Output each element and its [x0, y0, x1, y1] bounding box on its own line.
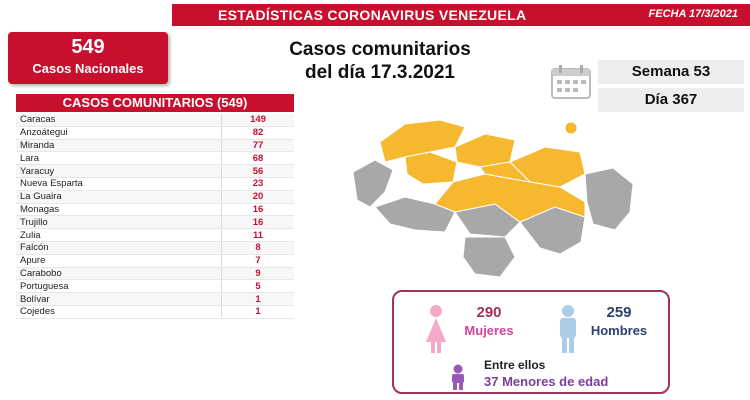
state-name: Miranda	[20, 139, 55, 151]
table-row: Miranda 77	[16, 139, 294, 153]
table-row: Trujillo 16	[16, 216, 294, 230]
map-highlight-regions	[379, 119, 586, 223]
state-name: Trujillo	[20, 216, 48, 228]
state-cases: 20	[221, 191, 294, 203]
state-cases: 11	[221, 229, 294, 241]
top-header: ESTADÍSTICAS CORONAVIRUS VENEZUELA FECHA…	[0, 0, 750, 28]
state-name: Bolívar	[20, 293, 50, 305]
table-row: Falcón 8	[16, 241, 294, 255]
table-row: Yaracuy 56	[16, 165, 294, 178]
table-row: Lara 68	[16, 152, 294, 166]
community-cases-header: CASOS COMUNITARIOS (549)	[16, 94, 294, 112]
table-row: Zulia 11	[16, 229, 294, 242]
state-name: Cojedes	[20, 306, 55, 318]
state-name: Caracas	[20, 114, 56, 126]
state-name: Apure	[20, 255, 46, 267]
table-row: Carabobo 9	[16, 267, 294, 281]
state-cases: 77	[221, 139, 294, 151]
national-cases-count: 549	[71, 36, 105, 58]
venezuela-map	[352, 119, 634, 278]
header-band	[172, 4, 750, 26]
national-cases-label: Casos Nacionales	[32, 61, 144, 76]
table-row: Anzoátegui 82	[16, 127, 294, 140]
state-cases: 1	[221, 293, 294, 305]
table-row: Portuguesa 5	[16, 280, 294, 294]
minors-count: 37	[484, 374, 499, 389]
table-row: Apure 7	[16, 255, 294, 268]
state-cases: 16	[221, 216, 294, 228]
state-cases: 8	[221, 242, 294, 254]
child-icon	[452, 364, 464, 390]
state-cases: 7	[221, 255, 294, 267]
state-name: Carabobo	[20, 267, 62, 279]
gender-breakdown-box: 290 Mujeres 259 Hombres Entre ellos 37 M…	[392, 290, 670, 394]
header-title: ESTADÍSTICAS CORONAVIRUS VENEZUELA	[218, 7, 527, 23]
state-cases: 16	[221, 203, 294, 215]
state-cases: 1	[221, 306, 294, 318]
state-name: Anzoátegui	[20, 127, 68, 139]
title-line-1: Casos comunitarios	[289, 39, 471, 60]
table-row: Nueva Esparta 23	[16, 178, 294, 191]
men-count: 259	[606, 304, 632, 321]
table-row: Bolívar 1	[16, 293, 294, 306]
week-indicator: Semana 53	[598, 60, 744, 84]
table-row: Monagas 16	[16, 203, 294, 217]
state-cases: 68	[221, 152, 294, 164]
title-line-2: del día 17.3.2021	[305, 62, 455, 83]
women-label: Mujeres	[464, 323, 514, 338]
state-cases: 9	[221, 267, 294, 279]
state-name: Lara	[20, 152, 40, 164]
state-cases: 23	[221, 178, 294, 190]
woman-icon	[426, 305, 446, 353]
table-row: Caracas 149	[16, 114, 294, 127]
state-cases: 56	[221, 165, 294, 177]
women-count: 290	[476, 304, 502, 321]
community-cases-table: Caracas 149 Anzoátegui 82 Miranda 77 Lara 68…	[16, 114, 294, 319]
state-name: Nueva Esparta	[20, 178, 83, 190]
state-name: Monagas	[20, 203, 60, 215]
minors-label: Menores de edad	[502, 374, 609, 389]
state-cases: 5	[221, 280, 294, 292]
state-cases: 82	[221, 127, 294, 139]
state-cases: 149	[221, 114, 294, 126]
header-date: FECHA 17/3/2021	[648, 8, 738, 20]
minors-line: 37 Menores de edad	[484, 374, 608, 389]
national-cases-box: 549 Casos Nacionales	[8, 32, 168, 84]
state-name: Yaracuy	[20, 165, 55, 177]
page-title: Casos comunitarios del día 17.3.2021	[250, 38, 510, 84]
table-row: Cojedes 1	[16, 306, 294, 319]
state-name: Falcón	[20, 242, 49, 254]
state-name: Zulia	[20, 229, 41, 241]
men-label: Hombres	[590, 323, 648, 338]
man-icon	[560, 305, 576, 353]
table-row: La Guaira 20	[16, 190, 294, 204]
calendar-icon	[551, 65, 591, 99]
minors-intro: Entre ellos	[484, 358, 546, 372]
state-name: La Guaira	[20, 191, 62, 203]
day-indicator: Día 367	[598, 88, 744, 112]
state-name: Portuguesa	[20, 280, 69, 292]
